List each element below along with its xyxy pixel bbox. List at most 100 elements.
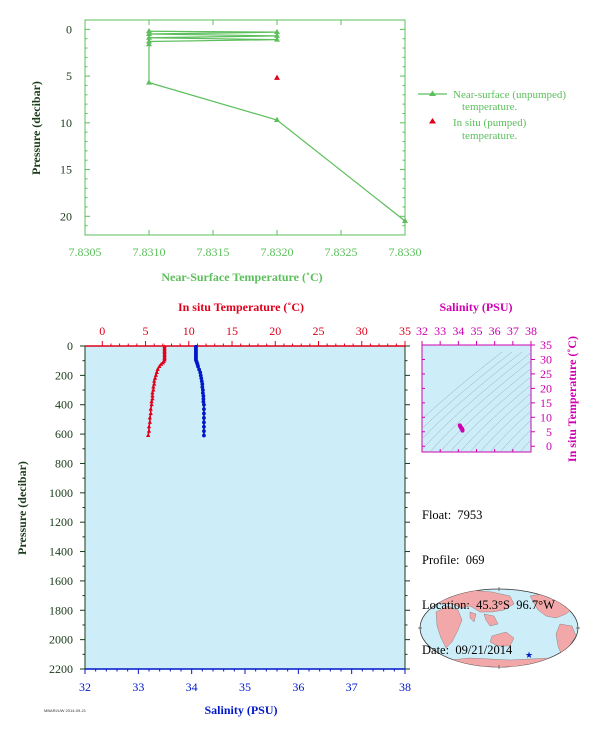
pressure-tick-label: 400: [55, 398, 73, 412]
salinity-point: [200, 382, 205, 387]
salinity-point: [198, 373, 203, 378]
ts-contour-line: [422, 351, 523, 440]
ts-contour-line: [422, 351, 513, 430]
near-surface-chart: 7.8305 7.8310 7.8315 7.8320 7.8325 7.8330 0 5 1…: [29, 19, 566, 284]
salinity-point: [200, 388, 205, 392]
salinity-point: [202, 429, 206, 434]
near-surface-point: [146, 27, 152, 34]
temp-tick-label: 10: [183, 324, 195, 338]
near-surface-point: [274, 28, 280, 35]
ts-contour-line: [422, 352, 531, 451]
near-surface-series: [146, 27, 408, 223]
near-surface-point: [146, 34, 152, 40]
map-land-south-asia: [469, 611, 499, 627]
date-row: Date: 09/21/2014: [422, 643, 555, 658]
temperature-point: [148, 406, 153, 411]
sal-tick-label: 37: [346, 680, 358, 694]
temperature-point: [153, 372, 159, 377]
ns-y-tick-label: 15: [60, 163, 72, 177]
ts-contour-line: [469, 393, 531, 452]
profile-plot-area: [84, 345, 406, 670]
profile-temp-axis-title: In situ Temperature (˚C): [178, 300, 304, 314]
sal-tick-label: 32: [79, 680, 91, 694]
location-row: Location: 45.3°S 96.7°W: [422, 598, 555, 613]
sal-tick-label: 38: [399, 680, 411, 694]
salinity-point: [199, 376, 204, 381]
ts-contour-line: [459, 384, 531, 452]
temperature-point: [158, 361, 164, 366]
temp-tick-label: 0: [99, 324, 105, 338]
near-surface-point: [274, 36, 280, 42]
near-surface-x-axis-title: Near-Surface Temperature (˚C): [161, 270, 322, 284]
ns-x-tick-label: 7.8325: [325, 245, 358, 259]
ns-y-tick-label: 0: [66, 22, 72, 36]
temp-tick-label: 20: [269, 324, 281, 338]
profile-row: Profile: 069: [422, 553, 555, 568]
salinity-point: [199, 379, 204, 384]
temperature-point: [149, 399, 154, 404]
float-info: Float: 7953 Profile: 069 Location: 45.3°…: [422, 478, 555, 673]
temperature-profile-series: [145, 344, 167, 437]
ts-contour-line: [529, 450, 531, 452]
ns-x-tick-label: 7.8315: [197, 245, 230, 259]
ts-sal-tick-labels: 32 33 34 35 36 37 38: [416, 324, 537, 338]
legend-label-in-situ-line2: temperature.: [462, 130, 518, 142]
ts-density-contours: [422, 351, 531, 452]
legend-label-in-situ: In situ (pumped): [453, 117, 527, 129]
profile-sal-axis-title: Salinity (PSU): [204, 703, 277, 717]
ts-temp-axis-title: In situ Temperature (˚C): [565, 336, 579, 462]
ns-y-tick-label: 10: [60, 116, 72, 130]
ts-sal-tick-label: 36: [489, 324, 501, 338]
profile-value: 069: [465, 553, 485, 567]
pressure-tick-label: 1400: [49, 545, 73, 559]
temp-tick-label: 5: [143, 324, 149, 338]
ts-temp-tick-label: 10: [540, 410, 552, 424]
temperature-point: [147, 415, 153, 420]
ns-x-tick-label: 7.8320: [261, 245, 294, 259]
ts-ticks: [421, 341, 535, 452]
ts-point: [460, 428, 465, 433]
footer-note: MBARI/UW 2014-09-21: [44, 708, 87, 713]
ts-contour-line: [429, 360, 531, 452]
salinity-point: [202, 424, 206, 429]
float-label: Float:: [422, 508, 452, 522]
salinity-point: [200, 385, 205, 390]
salinity-profile-series: [194, 344, 206, 438]
profile-temp-tick-labels: 0 5 10 15 20 25 30 35: [99, 324, 411, 338]
pressure-tick-label: 1000: [49, 486, 73, 500]
salinity-point: [201, 399, 206, 404]
legend-label-near-surface-line2: temperature.: [462, 101, 518, 113]
map-land-africa: [435, 605, 463, 649]
ts-points: [457, 423, 465, 433]
ts-temp-tick-label: 20: [540, 381, 552, 395]
location-label: Location:: [422, 598, 470, 612]
ts-contour-line: [422, 351, 503, 420]
temperature-point: [152, 381, 157, 386]
temperature-point: [146, 428, 152, 433]
salinity-point: [201, 394, 206, 398]
float-location-marker: ★: [525, 650, 533, 660]
pressure-tick-label: 1200: [49, 515, 73, 529]
ts-sal-tick-label: 35: [471, 324, 483, 338]
temperature-point: [150, 390, 155, 395]
pressure-tick-label: 1600: [49, 574, 73, 588]
salinity-point: [202, 433, 206, 438]
temperature-point: [151, 387, 156, 392]
temperature-point: [152, 378, 157, 383]
salinity-point: [197, 367, 202, 372]
pressure-tick-label: 2200: [49, 662, 73, 676]
temp-tick-label: 25: [313, 324, 325, 338]
profile-ticks: [80, 341, 410, 674]
sal-tick-label: 35: [239, 680, 251, 694]
ns-x-tick-label: 7.8330: [389, 245, 422, 259]
date-label: Date:: [422, 643, 450, 657]
salinity-point: [200, 391, 205, 395]
near-surface-grid-ticks: [84, 20, 406, 235]
sal-tick-label: 34: [186, 680, 198, 694]
temperature-point: [152, 375, 158, 380]
temperature-point: [150, 396, 155, 401]
ts-temp-tick-label: 30: [540, 352, 552, 366]
salinity-point: [202, 402, 206, 407]
